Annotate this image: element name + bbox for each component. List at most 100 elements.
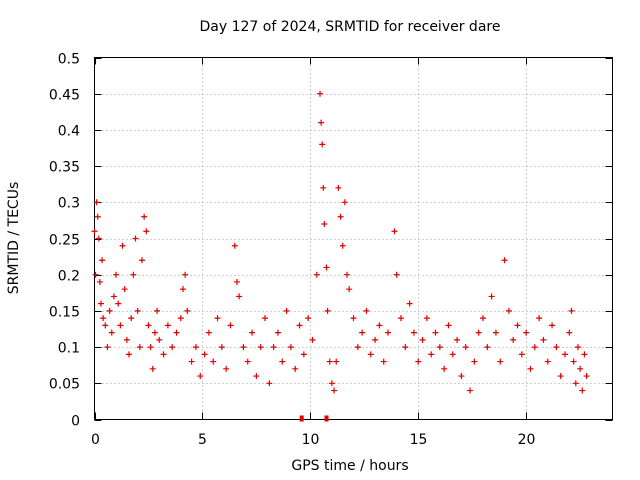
data-point [518,351,525,358]
data-point [300,351,307,358]
data-point [132,235,139,242]
gap-markers [299,415,329,422]
y-tick-label: 0.45 [49,88,80,104]
data-point [151,329,158,336]
data-point [108,329,115,336]
data-point [467,387,474,394]
y-axis-label: SRMTID / TECUs [6,182,22,295]
data-point [169,344,176,351]
chart-title: Day 127 of 2024, SRMTID for receiver dar… [200,19,501,35]
y-tick-label: 0.5 [58,52,80,68]
data-point [309,336,316,343]
grid-lines [94,57,613,420]
data-point [454,336,461,343]
data-point [423,315,430,322]
data-point [136,344,143,351]
x-tick-label: 10 [302,432,320,448]
data-point [227,322,234,329]
data-point [480,315,486,322]
data-point [527,365,534,372]
data-point [505,307,512,314]
data-point [110,293,117,300]
data-point [253,373,260,380]
y-tick-label: 0.4 [58,124,80,140]
data-point [568,307,575,314]
data-point [354,344,361,351]
data-point [262,315,269,322]
data-point [223,365,230,372]
data-point [471,358,478,365]
data-point [514,322,521,329]
data-point [359,329,366,336]
data-point [96,278,103,285]
data-point [95,235,102,242]
data-point [138,257,145,264]
data-point [292,365,299,372]
data-point [346,286,353,293]
data-point [145,322,152,329]
x-tick-label: 5 [198,432,207,448]
gap-marker [324,415,329,422]
data-point [492,329,499,336]
y-tick-label: 0.05 [49,377,80,393]
data-point [531,344,538,351]
data-point [402,344,409,351]
data-point [331,387,338,394]
data-point [130,271,137,278]
data-point [91,228,98,235]
data-point [104,344,111,351]
data-point [113,271,120,278]
data-point [510,336,517,343]
data-point [317,90,324,97]
data-point [115,300,122,307]
data-point [320,184,327,191]
data-point [397,315,404,322]
y-tick-label: 0 [71,414,80,430]
data-point [233,278,240,285]
data-point [100,315,107,322]
data-point [445,322,452,329]
data-point [432,329,439,336]
data-point [410,329,417,336]
data-point [449,351,456,358]
data-point [441,365,448,372]
data-point [488,293,495,300]
data-point [266,380,273,387]
data-point [497,358,504,365]
data-point [205,329,212,336]
data-point [321,221,328,228]
data-point [458,373,465,380]
y-tick-label: 0.35 [49,160,80,176]
x-axis-label: GPS time / hours [291,458,408,474]
gap-marker [299,415,304,422]
data-point [296,322,303,329]
y-tick-label: 0.3 [58,196,80,212]
data-point [123,336,130,343]
plot-frame [94,57,613,420]
data-point [210,358,217,365]
data-point [372,336,379,343]
data-point [572,380,579,387]
data-point [236,293,243,300]
data-point [102,322,109,329]
data-point [326,358,333,365]
y-tick-labels: 0 0.05 0.1 0.15 0.2 0.25 0.3 0.35 0.4 0.45 0.5 [49,52,80,430]
data-point [214,315,221,322]
data-point [562,351,569,358]
data-point [337,213,344,220]
data-point [475,329,482,336]
data-point [240,344,247,351]
data-point [462,344,469,351]
data-point [99,257,106,264]
data-point [583,373,590,380]
y-tick-label: 0.1 [58,341,80,357]
data-point [367,351,374,358]
data-point [393,271,400,278]
data-point [154,307,161,314]
data-point [231,242,238,249]
data-point [143,228,150,235]
x-tick-labels: 0 5 10 15 20 [91,432,535,448]
data-point [436,344,443,351]
data-point [415,358,422,365]
data-point [428,351,435,358]
